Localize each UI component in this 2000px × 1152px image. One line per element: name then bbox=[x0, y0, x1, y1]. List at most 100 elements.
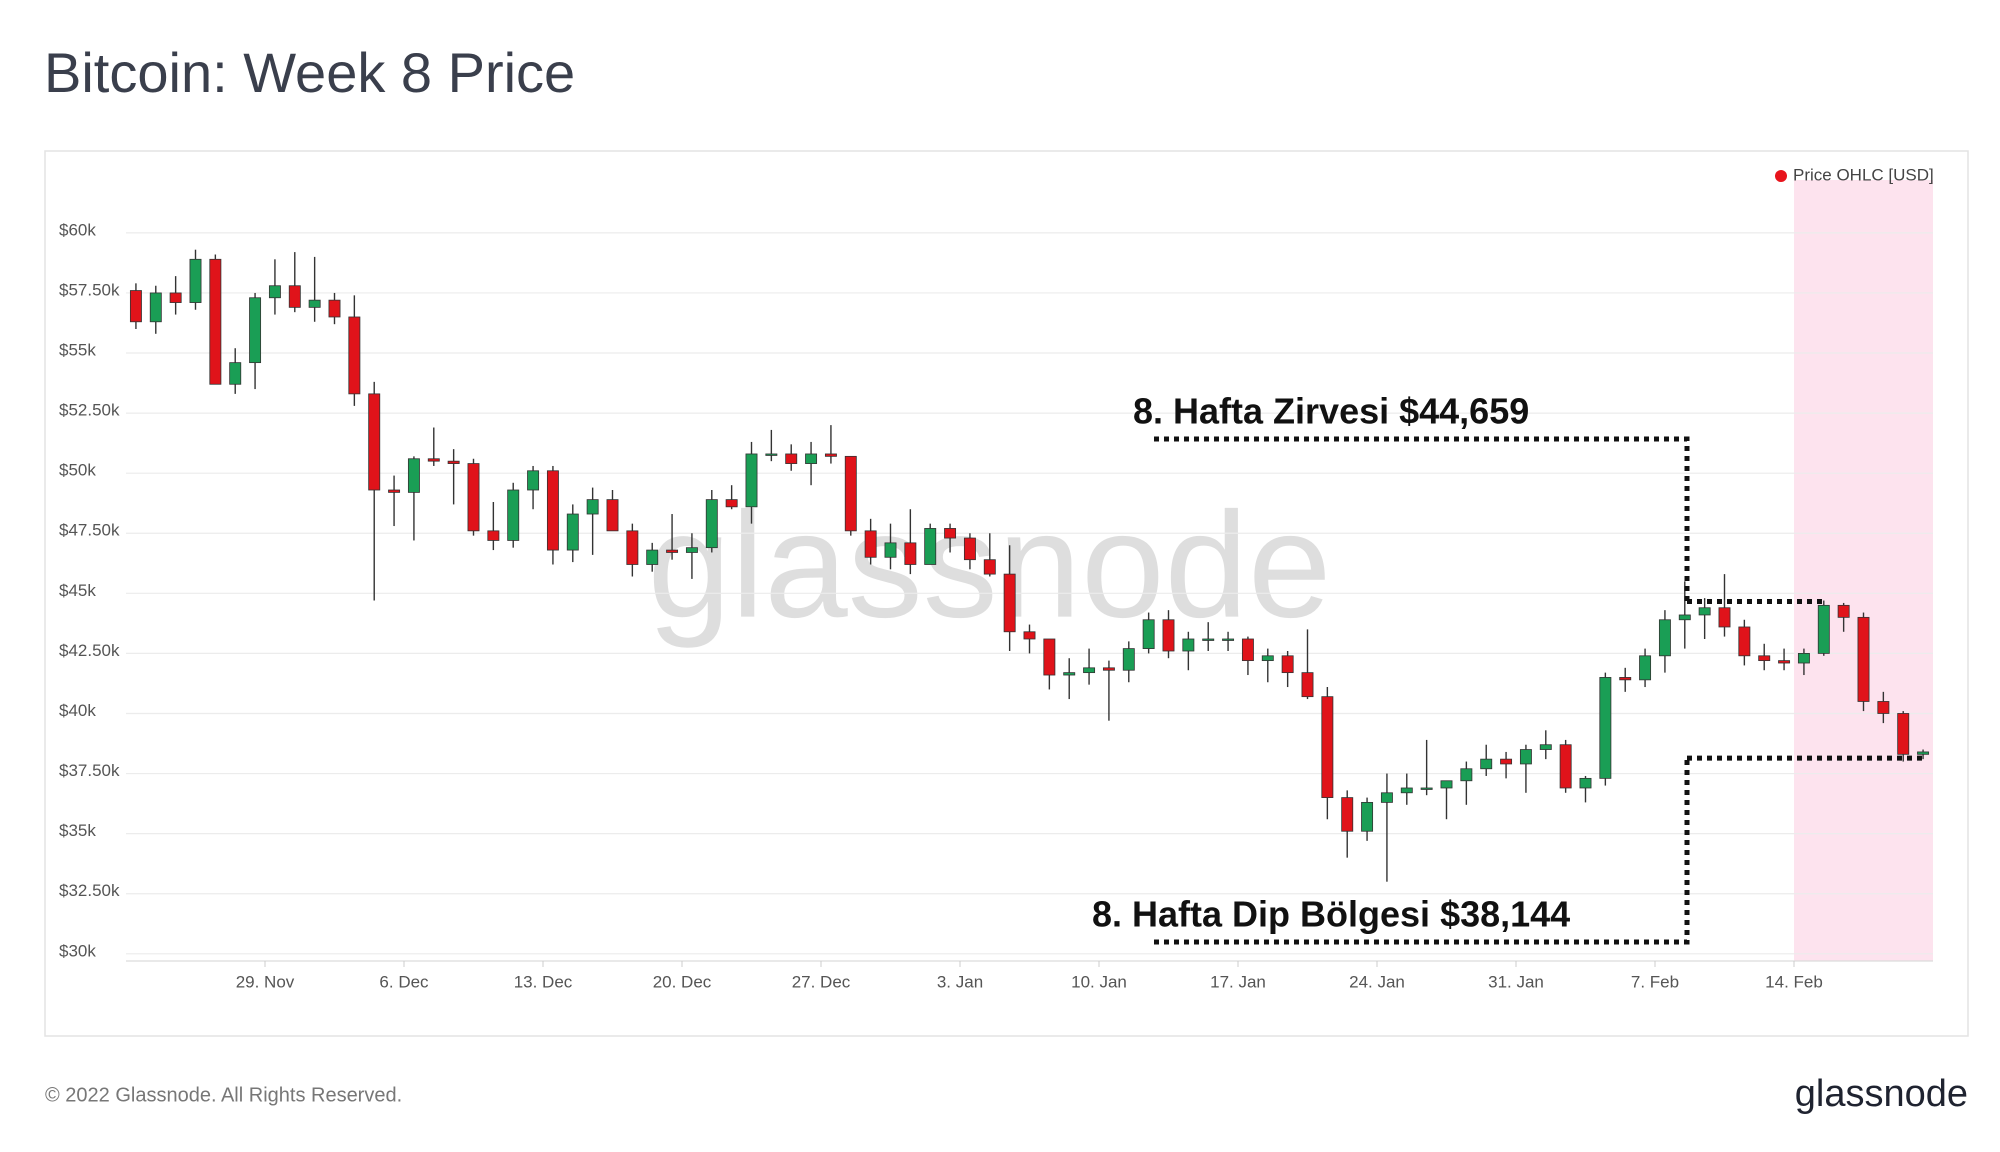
legend-marker bbox=[1775, 170, 1787, 182]
annotation-connector bbox=[1154, 436, 1690, 602]
candle-body bbox=[1480, 758, 1493, 770]
candle-body bbox=[1122, 648, 1135, 671]
candle-body bbox=[288, 285, 301, 308]
candle-body bbox=[447, 460, 460, 464]
candle-body bbox=[1142, 619, 1155, 649]
candle-body bbox=[1420, 787, 1433, 790]
x-tick-label: 20. Dec bbox=[653, 972, 712, 991]
candle-body bbox=[1897, 713, 1910, 755]
candle-body bbox=[129, 290, 142, 323]
y-tick-label: $60k bbox=[59, 220, 96, 239]
x-tick-label: 27. Dec bbox=[792, 972, 851, 991]
y-tick-label: $55k bbox=[59, 341, 96, 360]
y-tick-label: $37.50k bbox=[59, 761, 120, 780]
candle-body bbox=[427, 458, 440, 462]
candle-body bbox=[1361, 801, 1374, 832]
x-tick-label: 13. Dec bbox=[514, 972, 573, 991]
candle-body bbox=[606, 499, 619, 532]
candle-body bbox=[1718, 607, 1731, 628]
candle-body bbox=[864, 530, 877, 558]
candle-body bbox=[1857, 616, 1870, 702]
candle-body bbox=[1341, 797, 1354, 832]
candle-body bbox=[1797, 653, 1810, 664]
candle-body bbox=[1301, 672, 1314, 698]
candle-body bbox=[1559, 744, 1572, 789]
annotation-connector bbox=[1154, 758, 1690, 945]
candle-body bbox=[1500, 758, 1513, 765]
candle-body bbox=[249, 297, 262, 364]
candle-body bbox=[1380, 792, 1393, 803]
candle-body bbox=[1698, 607, 1711, 616]
y-tick-label: $35k bbox=[59, 821, 96, 840]
candle-body bbox=[1043, 638, 1056, 676]
x-tick-label: 31. Jan bbox=[1488, 972, 1544, 991]
candle-body bbox=[1917, 751, 1930, 755]
candle-body bbox=[1261, 655, 1274, 662]
y-tick-label: $57.50k bbox=[59, 280, 120, 299]
candle-body bbox=[1678, 614, 1691, 621]
candle-body bbox=[1579, 777, 1592, 789]
y-tick-label: $32.50k bbox=[59, 881, 120, 900]
candle-body bbox=[1817, 604, 1830, 654]
x-tick-label: 14. Feb bbox=[1765, 972, 1823, 991]
candle-body bbox=[824, 453, 837, 457]
candle-body bbox=[467, 463, 480, 532]
candle-body bbox=[1400, 787, 1413, 794]
candle-body bbox=[1837, 604, 1850, 618]
y-tick-label: $47.50k bbox=[59, 521, 120, 540]
x-tick-label: 6. Dec bbox=[379, 972, 429, 991]
candle-body bbox=[1440, 780, 1453, 789]
chart-frame bbox=[44, 150, 1969, 1037]
candle-body bbox=[1241, 638, 1254, 662]
candle-body bbox=[1778, 660, 1791, 664]
candle-body bbox=[1460, 768, 1473, 782]
candle-body bbox=[348, 316, 361, 395]
candle-body bbox=[209, 258, 222, 385]
candle-body bbox=[1519, 749, 1532, 765]
candle-body bbox=[1539, 744, 1552, 750]
candle-body bbox=[705, 499, 718, 549]
candle-body bbox=[407, 458, 420, 493]
candle-body bbox=[546, 470, 559, 551]
candle-body bbox=[1162, 619, 1175, 652]
candle-body bbox=[884, 542, 897, 558]
candle-body bbox=[685, 547, 698, 553]
candle-body bbox=[308, 299, 321, 308]
candle-body bbox=[1083, 667, 1096, 674]
candle-body bbox=[268, 285, 281, 299]
candle-body bbox=[149, 292, 162, 323]
candle-body bbox=[1639, 655, 1652, 681]
candle-body bbox=[983, 559, 996, 575]
y-tick-label: $50k bbox=[59, 461, 96, 480]
candle-body bbox=[1023, 631, 1036, 640]
y-tick-label: $42.50k bbox=[59, 641, 120, 660]
candle-body bbox=[666, 549, 679, 553]
candle-body bbox=[646, 549, 659, 565]
y-tick-label: $45k bbox=[59, 581, 96, 600]
candle-body bbox=[725, 499, 738, 508]
candle-body bbox=[1222, 638, 1235, 641]
candle-body bbox=[765, 453, 778, 456]
y-tick-label: $52.50k bbox=[59, 401, 120, 420]
candle-body bbox=[1102, 667, 1115, 671]
candle-body bbox=[368, 393, 381, 491]
annotation-text: 8. Hafta Dip Bölgesi $38,144 bbox=[1092, 894, 1570, 935]
candle-body bbox=[507, 489, 520, 541]
legend-label: Price OHLC [USD] bbox=[1793, 165, 1934, 184]
candle-body bbox=[189, 258, 202, 303]
annotation-text: 8. Hafta Zirvesi $44,659 bbox=[1133, 391, 1529, 432]
candle-body bbox=[1003, 573, 1016, 633]
candle-body bbox=[904, 542, 917, 565]
candle-body bbox=[1202, 638, 1215, 641]
y-tick-label: $30k bbox=[59, 941, 96, 960]
candle-body bbox=[388, 489, 401, 493]
candle-body bbox=[1281, 655, 1294, 674]
candle-body bbox=[785, 453, 798, 464]
candle-body bbox=[1182, 638, 1195, 652]
page-title: Bitcoin: Week 8 Price bbox=[44, 41, 575, 104]
copyright: © 2022 Glassnode. All Rights Reserved. bbox=[45, 1084, 402, 1106]
candle-body bbox=[1619, 677, 1632, 681]
x-tick-label: 10. Jan bbox=[1071, 972, 1127, 991]
candle-body bbox=[169, 292, 182, 303]
